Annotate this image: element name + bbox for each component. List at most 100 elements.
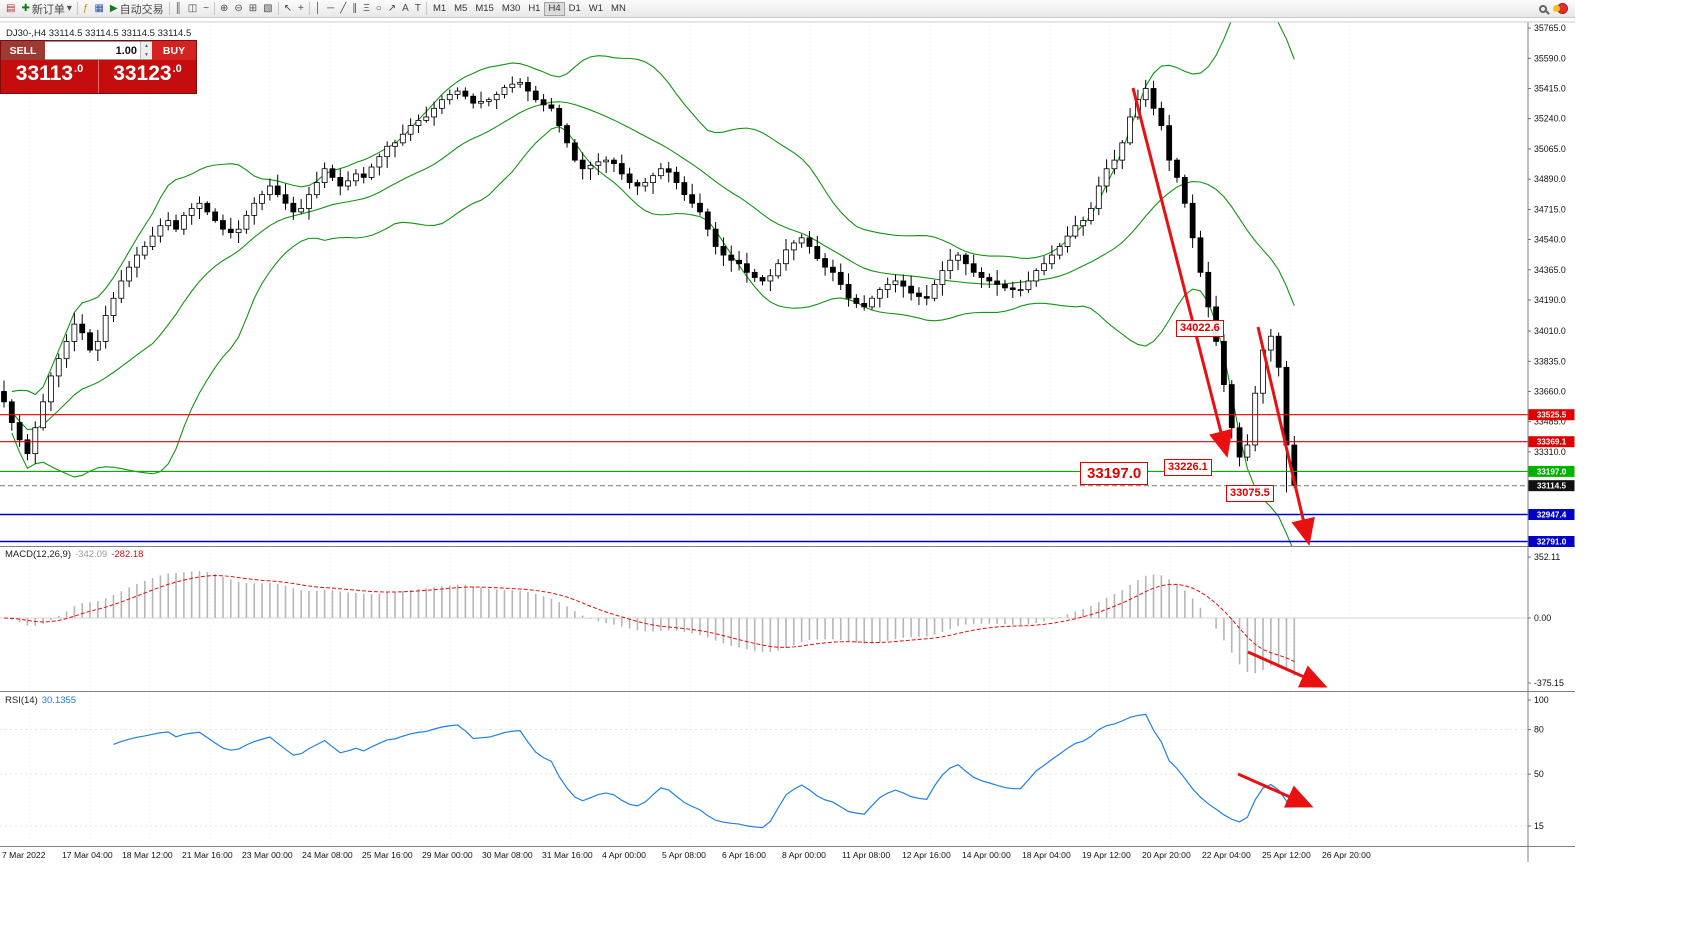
annotation-peak-price[interactable]: 34022.6: [1176, 320, 1224, 337]
fibonacci-icon: Ξ: [363, 2, 370, 14]
chart-window: 35765.0 35590.0 35415.0 35240.0 35065.0 34890…: [0, 18, 1575, 862]
timeframe-m1-button[interactable]: M1: [432, 3, 447, 14]
volume-value[interactable]: 1.00: [115, 44, 137, 57]
depth-of-market-button[interactable]: ▦: [91, 1, 106, 16]
toolbar-right-group: [1539, 3, 1572, 14]
price-tick-label: 35065.0: [1534, 144, 1566, 154]
stepper-down-icon[interactable]: ▾: [141, 50, 152, 59]
chart-profile-icon: ▧: [263, 2, 273, 14]
rsi-panel: [0, 713, 1528, 829]
price-tick-label: 33660.0: [1534, 386, 1566, 396]
new-order-icon: ✚: [21, 2, 30, 14]
timeframe-w1-button[interactable]: W1: [588, 3, 604, 14]
toolbar-separator: [213, 2, 215, 15]
date-tick-label: 29 Mar 00:00: [422, 850, 473, 860]
toolbar-separator: [168, 2, 170, 15]
stepper-up-icon[interactable]: ▴: [141, 42, 152, 51]
crosshair-button[interactable]: +: [295, 1, 307, 16]
sell-price-big: 33113: [15, 62, 74, 85]
timeframe-mn-button[interactable]: MN: [611, 3, 626, 14]
text-label-button[interactable]: T: [412, 1, 424, 16]
candlestick-chart-button[interactable]: ◫: [185, 1, 200, 16]
price-badge: [1528, 536, 1575, 548]
sell-price-frac: .0: [74, 63, 84, 75]
trendline-icon: ╱: [340, 2, 347, 14]
timeframe-d1-button[interactable]: D1: [568, 3, 581, 14]
date-tick-label: 24 Mar 08:00: [302, 850, 353, 860]
macd-tick-label: 352.11: [1534, 552, 1560, 562]
date-tick-label: 25 Apr 12:00: [1262, 850, 1311, 860]
zoom-in-button[interactable]: ⊕: [217, 1, 231, 16]
toolbar-separator: [277, 2, 279, 15]
price-badge-label: 32791.0: [1537, 538, 1567, 547]
date-axis[interactable]: 7 Mar 2022 17 Mar 04:00 18 Mar 12:00 21 Mar…: [2, 850, 1371, 860]
line-chart-button[interactable]: ~: [200, 1, 212, 16]
indicators-icon: ƒ: [82, 2, 89, 14]
date-tick-label: 5 Apr 08:00: [662, 850, 706, 860]
indicators-button[interactable]: ƒ: [80, 1, 92, 16]
annotation-level-price[interactable]: 33197.0: [1080, 462, 1149, 485]
new-order-button[interactable]: ✚ 新订单 ▾: [18, 1, 74, 16]
market-watch-icon: ▤: [6, 2, 16, 14]
timeframe-h4-button[interactable]: H4: [544, 1, 565, 16]
arrows-tool-button[interactable]: ↗: [385, 1, 399, 16]
price-badge-label: 33369.1: [1537, 438, 1567, 447]
price-tick-label: 33835.0: [1534, 356, 1566, 366]
line-chart-icon: ~: [203, 2, 209, 14]
timeframe-m15-button[interactable]: M15: [475, 3, 494, 14]
buy-price[interactable]: 33123.0: [99, 60, 196, 93]
fibonacci-button[interactable]: Ξ: [360, 1, 373, 16]
rsi-name: RSI(14): [5, 695, 38, 706]
search-icon[interactable]: [1539, 4, 1547, 13]
zoom-out-button[interactable]: ⊖: [231, 1, 245, 16]
vertical-line-button[interactable]: │: [312, 1, 324, 16]
trend-arrow: [1247, 650, 1328, 688]
date-tick-label: 30 Mar 08:00: [482, 850, 533, 860]
price-axis[interactable]: 35765.0 35590.0 35415.0 35240.0 35065.0 34890…: [1528, 23, 1575, 831]
cursor-button[interactable]: ↖: [281, 1, 295, 16]
trendline-button[interactable]: ╱: [337, 1, 349, 16]
bar-chart-button[interactable]: ║: [172, 1, 185, 16]
channel-icon: ∥: [352, 2, 358, 14]
annotation-swing-low1[interactable]: 33226.1: [1164, 459, 1212, 476]
annotation-swing-low2[interactable]: 33075.5: [1226, 485, 1274, 502]
macd-tick-label: 0.00: [1534, 613, 1551, 623]
shapes-button[interactable]: ○: [373, 1, 385, 16]
auto-trading-button[interactable]: ▶ 自动交易: [107, 1, 167, 16]
text-button[interactable]: A: [399, 1, 412, 16]
date-tick-label: 31 Mar 16:00: [542, 850, 593, 860]
candlestick-chart-icon: ◫: [187, 2, 198, 14]
quantity-stepper[interactable]: ▴ ▾: [140, 42, 152, 59]
price-badge: [1528, 509, 1575, 521]
volume-field[interactable]: 1.00 ▴ ▾: [45, 41, 152, 60]
channel-button[interactable]: ∥: [349, 1, 360, 16]
date-tick-label: 7 Mar 2022: [2, 850, 46, 860]
tile-windows-button[interactable]: ⊞: [246, 1, 260, 16]
timeframe-h1-button[interactable]: H1: [528, 3, 541, 14]
sell-button[interactable]: SELL: [1, 41, 45, 60]
chart-canvas[interactable]: 35765.0 35590.0 35415.0 35240.0 35065.0 34890…: [0, 18, 1575, 862]
trend-arrows[interactable]: [1131, 87, 1328, 808]
timeframe-m5-button[interactable]: M5: [454, 3, 468, 14]
bar-chart-icon: ║: [174, 2, 182, 14]
horizontal-line-button[interactable]: ─: [324, 1, 337, 16]
play-icon: ▶: [109, 2, 118, 14]
market-watch-button[interactable]: ▤: [3, 1, 18, 16]
date-tick-label: 17 Mar 04:00: [62, 850, 113, 860]
timeframe-m30-button[interactable]: M30: [501, 3, 521, 14]
date-tick-label: 18 Mar 12:00: [122, 850, 173, 860]
macd-signal-value: -282.18: [111, 549, 144, 560]
text-label-icon: T: [414, 2, 421, 14]
sell-price[interactable]: 33113.0: [1, 60, 98, 93]
price-badge: [1528, 436, 1575, 448]
bollinger-upper-line: [11, 22, 1295, 396]
chart-profile-button[interactable]: ▧: [260, 1, 275, 16]
price-tick-label: 33310.0: [1534, 447, 1566, 457]
zoom-out-icon: ⊖: [234, 2, 243, 14]
buy-button[interactable]: BUY: [152, 41, 196, 60]
date-tick-label: 25 Mar 16:00: [362, 850, 413, 860]
date-tick-label: 8 Apr 00:00: [782, 850, 826, 860]
buy-price-big: 33123: [113, 62, 172, 85]
bollinger-middle-line: [11, 101, 1295, 431]
price-badge: [1528, 465, 1575, 477]
